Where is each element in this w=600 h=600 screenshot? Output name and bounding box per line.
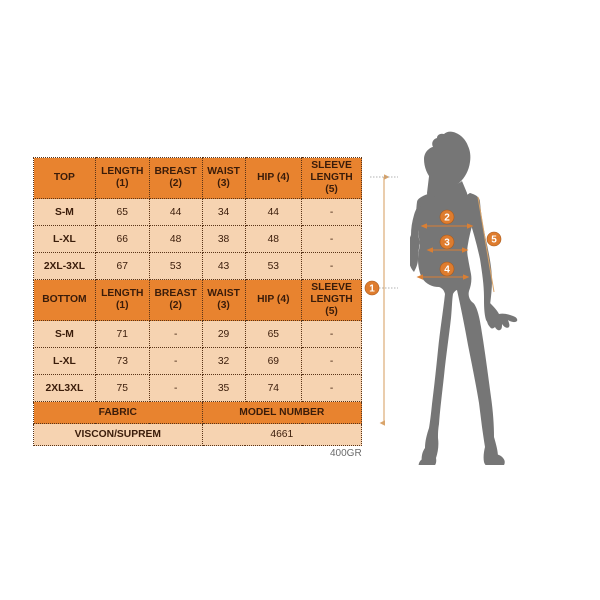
svg-text:5: 5 — [491, 235, 497, 246]
svg-text:2: 2 — [444, 213, 450, 224]
svg-text:3: 3 — [444, 238, 450, 249]
svg-text:1: 1 — [369, 284, 375, 295]
svg-text:4: 4 — [444, 265, 450, 276]
